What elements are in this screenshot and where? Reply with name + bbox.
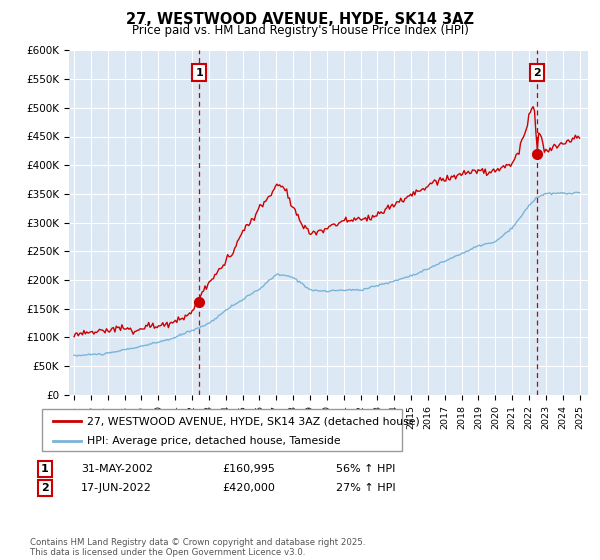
Text: Price paid vs. HM Land Registry's House Price Index (HPI): Price paid vs. HM Land Registry's House … [131, 24, 469, 37]
Text: 31-MAY-2002: 31-MAY-2002 [81, 464, 153, 474]
Text: 2: 2 [533, 68, 541, 78]
Text: 27% ↑ HPI: 27% ↑ HPI [336, 483, 395, 493]
Text: £420,000: £420,000 [222, 483, 275, 493]
Text: 17-JUN-2022: 17-JUN-2022 [81, 483, 152, 493]
Text: 56% ↑ HPI: 56% ↑ HPI [336, 464, 395, 474]
Text: Contains HM Land Registry data © Crown copyright and database right 2025.
This d: Contains HM Land Registry data © Crown c… [30, 538, 365, 557]
Text: HPI: Average price, detached house, Tameside: HPI: Average price, detached house, Tame… [87, 436, 341, 446]
Text: 27, WESTWOOD AVENUE, HYDE, SK14 3AZ (detached house): 27, WESTWOOD AVENUE, HYDE, SK14 3AZ (det… [87, 416, 420, 426]
Text: 1: 1 [41, 464, 49, 474]
Text: 2: 2 [41, 483, 49, 493]
Text: 27, WESTWOOD AVENUE, HYDE, SK14 3AZ: 27, WESTWOOD AVENUE, HYDE, SK14 3AZ [126, 12, 474, 27]
Text: 1: 1 [195, 68, 203, 78]
Text: £160,995: £160,995 [222, 464, 275, 474]
